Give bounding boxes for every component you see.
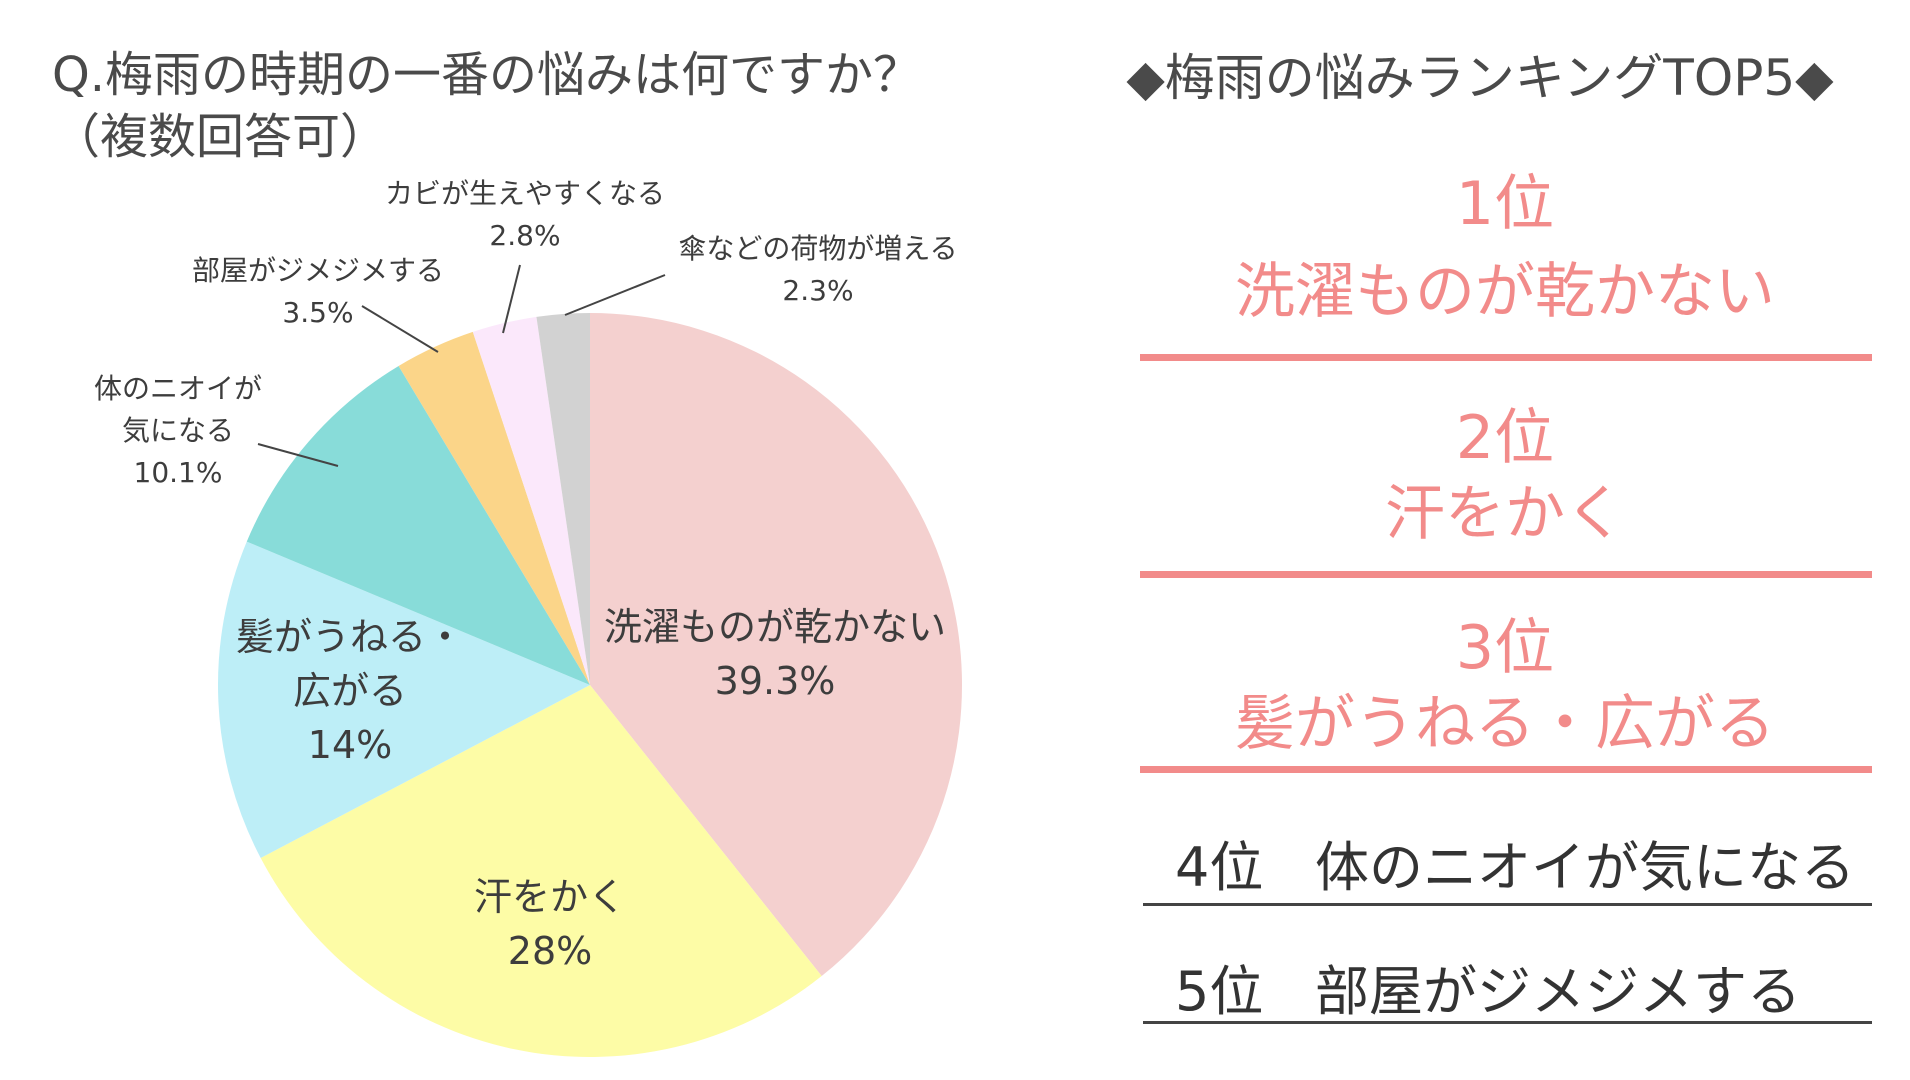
rank-1: 1位 洗濯ものが乾かない <box>1140 160 1870 336</box>
rank-4-label: 体のニオイが気になる <box>1315 836 1855 899</box>
pie-chart: 洗濯ものが乾かない 39.3% 汗をかく 28% 髪がうねる・広がる 14% 体のニオイが気… <box>94 177 963 1057</box>
pie-label-4: 体のニオイが気になる 10.1% <box>94 372 262 489</box>
pie-slice-4 <box>246 366 590 685</box>
question-title: Q.梅雨の時期の一番の悩みは何ですか？ （複数回答可） <box>52 44 921 168</box>
rank-2-position: 2位 <box>1455 403 1555 473</box>
rank-2-divider <box>1140 571 1872 578</box>
rank-1-label: 洗濯ものが乾かない <box>1235 257 1775 327</box>
pie-label-5: 部屋がジメジメする 3.5% <box>192 254 444 329</box>
rank-4-position: 4位 <box>1175 836 1264 899</box>
rank-2-label: 汗をかく <box>1385 479 1625 549</box>
pie-slices <box>218 313 963 1057</box>
pie-label-7: 傘などの荷物が増える 2.3% <box>678 232 957 307</box>
pie-slice-3 <box>218 541 590 859</box>
question-line-2: （複数回答可） <box>52 109 389 165</box>
pie-label-6: カビが生えやすくなる 2.8% <box>385 177 665 252</box>
pie-slice-2 <box>260 685 822 1057</box>
rank-4-divider <box>1143 903 1872 906</box>
rank-1-divider <box>1140 354 1872 361</box>
leader-line-4 <box>257 443 339 467</box>
pie-slice-1 <box>590 313 963 977</box>
pie-slice-5 <box>398 331 590 685</box>
rank-4: 4位 体のニオイが気になる <box>1175 836 1865 900</box>
rank-5-divider <box>1143 1021 1872 1024</box>
leader-line-5 <box>361 305 439 353</box>
rank-5: 5位 部屋がジメジメする <box>1175 960 1865 1024</box>
rank-5-position: 5位 <box>1175 960 1264 1023</box>
leader-line-6 <box>502 264 521 334</box>
pie-label-2: 汗をかく 28% <box>474 875 626 973</box>
rank-5-label: 部屋がジメジメする <box>1315 960 1801 1023</box>
rank-3-position: 3位 <box>1455 613 1555 683</box>
rank-2: 2位 汗をかく <box>1140 400 1870 552</box>
pie-slice-7 <box>536 313 590 685</box>
rank-3-label: 髪がうねる・広がる <box>1235 689 1775 759</box>
question-line-1: Q.梅雨の時期の一番の悩みは何ですか？ <box>52 47 922 103</box>
leader-line-7 <box>564 274 666 316</box>
ranking-title: ◆梅雨の悩みランキングTOP5◆ <box>1126 49 1834 107</box>
pie-label-3: 髪がうねる・広がる 14% <box>236 615 464 767</box>
rank-3: 3位 髪がうねる・広がる <box>1140 610 1870 762</box>
rank-1-position: 1位 <box>1455 169 1555 239</box>
pie-labels: 洗濯ものが乾かない 39.3% 汗をかく 28% 髪がうねる・広がる 14% 体のニオイが気… <box>94 177 958 973</box>
pie-label-1: 洗濯ものが乾かない 39.3% <box>604 605 946 703</box>
pie-slice-6 <box>472 316 590 685</box>
leader-lines <box>257 264 666 467</box>
rank-3-divider <box>1140 766 1872 773</box>
